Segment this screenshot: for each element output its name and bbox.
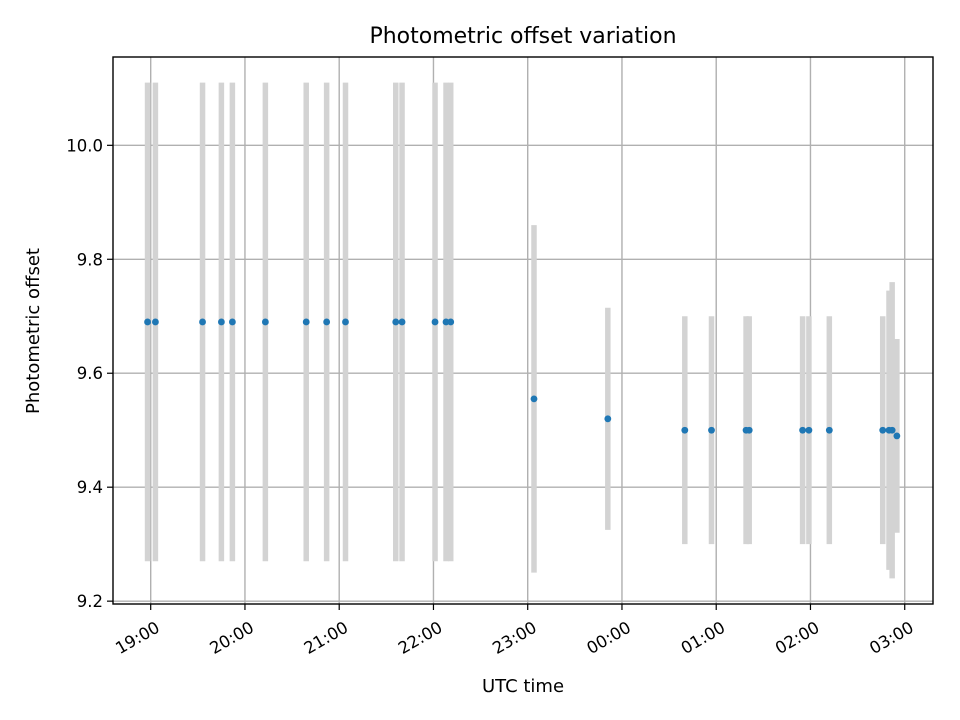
x-tick-label: 23:00 (489, 618, 540, 658)
data-point (199, 318, 206, 326)
data-point (447, 318, 455, 326)
y-axis-ticks: 9.2 9.4 9.6 9.8 10.0 (66, 136, 113, 611)
data-point (893, 432, 901, 440)
data-point (261, 318, 269, 326)
data-point (604, 415, 612, 423)
grid (113, 57, 933, 604)
x-tick-label: 03:00 (866, 618, 917, 658)
data-point (144, 318, 151, 326)
x-tick-label: 00:00 (583, 618, 634, 658)
y-axis-label: Photometric offset (23, 248, 44, 414)
x-tick-label: 22:00 (395, 618, 446, 658)
data-point (217, 318, 225, 326)
data-point (302, 318, 310, 326)
x-tick-label: 21:00 (301, 618, 352, 658)
data-point (152, 318, 159, 326)
data-point (392, 318, 400, 326)
plot-frame (112, 56, 934, 605)
data-point (825, 426, 833, 434)
x-axis-label: UTC time (482, 676, 564, 697)
x-tick-label: 20:00 (206, 618, 257, 658)
data-points (144, 318, 901, 440)
y-tick-label: 9.8 (77, 250, 103, 269)
data-point (745, 426, 753, 434)
y-tick-label: 9.4 (77, 478, 103, 497)
data-point (805, 426, 813, 434)
data-point (442, 318, 450, 326)
data-point (323, 318, 331, 326)
data-point (879, 426, 887, 434)
chart-title: Photometric offset variation (369, 24, 676, 49)
x-tick-label: 01:00 (678, 618, 729, 658)
error-bars (144, 82, 900, 579)
y-tick-label: 9.6 (77, 364, 103, 383)
data-point (342, 318, 349, 326)
data-point (228, 318, 236, 326)
data-point (888, 426, 896, 434)
x-tick-label: 19:00 (112, 618, 163, 658)
data-point (431, 318, 439, 326)
data-point (708, 426, 715, 434)
x-tick-label: 02:00 (772, 618, 823, 658)
data-point (530, 395, 538, 403)
y-tick-label: 10.0 (66, 136, 103, 155)
data-point (799, 426, 807, 434)
data-point (398, 318, 406, 326)
y-tick-label: 9.2 (77, 592, 103, 611)
data-point (681, 426, 689, 434)
x-axis-ticks: 19:00 20:00 21:00 22:00 23:00 00:00 01:00 02:00… (112, 604, 917, 658)
